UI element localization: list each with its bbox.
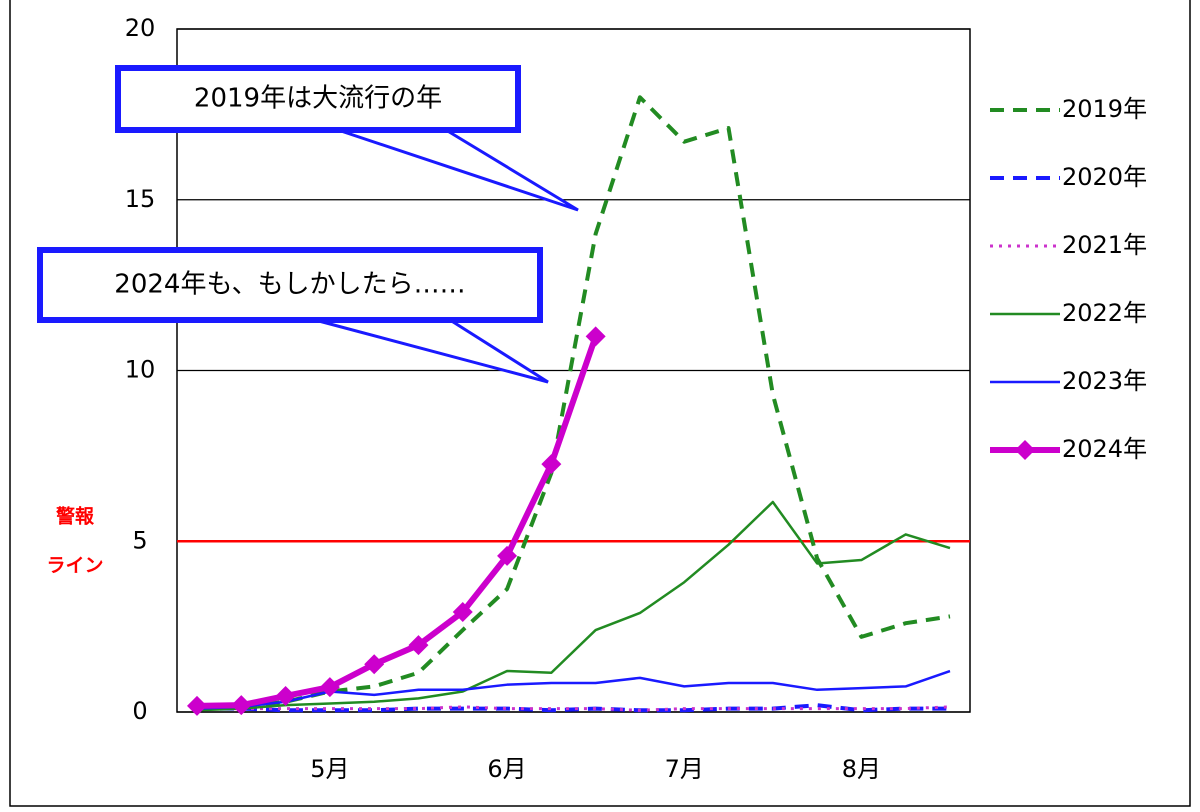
- legend-label: 2024年: [1062, 435, 1147, 463]
- marker: [541, 454, 562, 475]
- marker: [319, 677, 340, 698]
- series-line: [196, 500, 951, 712]
- x-tick-label: 5月: [310, 755, 349, 783]
- series-line: [196, 335, 599, 709]
- marker: [585, 326, 606, 347]
- marker: [187, 695, 207, 716]
- callout-box: [115, 65, 521, 133]
- series-line: [196, 669, 951, 710]
- marker: [408, 635, 429, 656]
- legend-label: 2023年: [1062, 367, 1147, 395]
- annotation: 2024年も、もしかしたら……: [114, 270, 465, 300]
- legend-label: 2019年: [1062, 95, 1147, 123]
- legend-label: 2020年: [1062, 163, 1147, 191]
- series-line: [197, 703, 950, 713]
- marker: [364, 654, 385, 675]
- y-tick-label: 10: [125, 356, 156, 384]
- y-tick-label: 5: [132, 526, 147, 554]
- marker: [275, 685, 296, 706]
- ref-label: 警報: [56, 505, 95, 528]
- x-tick-label: 7月: [665, 755, 704, 783]
- y-tick-label: 20: [125, 14, 156, 42]
- marker: [497, 545, 518, 566]
- legend-label: 2021年: [1062, 231, 1147, 259]
- x-tick-label: 6月: [487, 755, 526, 783]
- legend-marker: [1015, 440, 1035, 460]
- ref-label: ライン: [46, 555, 103, 577]
- annotation: 2019年は大流行の年: [194, 84, 442, 114]
- callout-pointer: [314, 318, 549, 384]
- y-tick-label: 15: [125, 185, 156, 213]
- legend-label: 2022年: [1062, 299, 1147, 327]
- x-tick-label: 8月: [842, 755, 881, 783]
- marker: [231, 695, 252, 716]
- callout-pointer: [337, 128, 579, 212]
- callout-box: [37, 247, 543, 323]
- y-tick-label: 0: [132, 697, 147, 725]
- marker: [452, 601, 473, 622]
